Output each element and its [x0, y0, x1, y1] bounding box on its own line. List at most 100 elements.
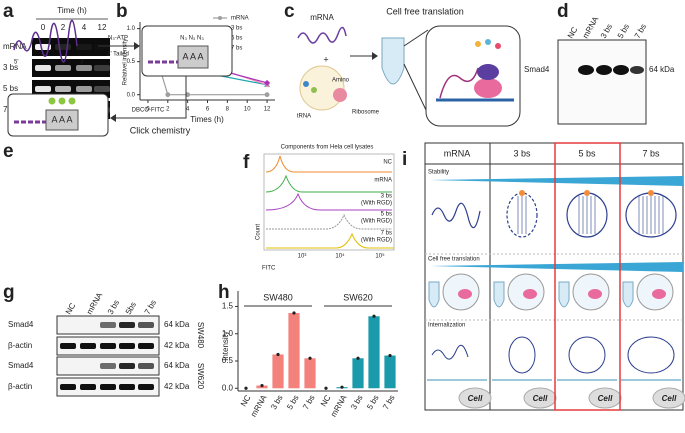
- end-label: 5': [14, 60, 18, 66]
- x-axis-label: FITC: [262, 266, 276, 272]
- ribosome: [652, 289, 666, 299]
- band: [80, 343, 96, 349]
- bar-point: [244, 386, 248, 390]
- protein-label: Smad4: [524, 65, 550, 74]
- band: [94, 86, 110, 92]
- y-tick-label: 0.0: [222, 383, 234, 392]
- marker-label: 64 kDa: [164, 320, 190, 329]
- ribosome: [477, 64, 499, 80]
- marker-label: 42 kDa: [164, 341, 190, 350]
- band: [94, 65, 110, 71]
- bar-point: [292, 311, 296, 315]
- band: [35, 86, 51, 92]
- panel-label: b: [116, 1, 128, 22]
- row-label: 7 bs: [381, 231, 392, 237]
- legend-label: 3 bs: [231, 26, 242, 32]
- row-label: 3 bs: [3, 63, 18, 72]
- band: [613, 65, 629, 75]
- end-label: 3': [80, 60, 84, 66]
- section-label: Stability: [428, 170, 449, 176]
- histogram: [265, 155, 392, 173]
- tail-bases: A A A: [51, 114, 72, 124]
- row-label: β-actin: [8, 341, 32, 350]
- band: [138, 322, 154, 328]
- band: [119, 384, 135, 390]
- band: [76, 44, 92, 50]
- x-tick-label: 10⁵: [375, 253, 385, 260]
- tail: [177, 45, 209, 69]
- y-tick-label: 0.0: [127, 92, 136, 98]
- x-axis-label: Times (h): [190, 115, 224, 124]
- band: [630, 66, 644, 74]
- panel-label: g: [3, 282, 15, 303]
- band: [100, 384, 116, 390]
- band: [119, 343, 135, 349]
- y-tick-label: 1.0: [127, 26, 136, 32]
- tube: [622, 281, 634, 308]
- label: Amino: [332, 78, 350, 84]
- y-tick-label: 0.5: [127, 59, 136, 65]
- bar-point: [356, 356, 360, 360]
- blots: [56, 315, 160, 397]
- amino: [311, 87, 317, 93]
- label: mRNA: [310, 13, 334, 22]
- x-tick-label: 10: [244, 107, 251, 113]
- cell-label: Cell: [468, 394, 483, 403]
- dye: [648, 190, 654, 196]
- fitc: [68, 97, 76, 105]
- ribosome: [333, 88, 347, 102]
- x-tick-label: 8: [226, 107, 230, 113]
- section-label: Cell free translation: [428, 257, 480, 263]
- x-tick-label: mRNA: [249, 393, 269, 418]
- diagram: Cell Cell Cell Cell: [427, 190, 685, 409]
- x-tick-label: 10³: [298, 254, 307, 260]
- row-label: 3 bs: [381, 194, 392, 200]
- highlight: [554, 142, 621, 411]
- cell: [523, 387, 557, 409]
- legend-label: 5 bs: [231, 36, 242, 42]
- lane-label: mRNA: [581, 15, 601, 40]
- tube: [493, 281, 505, 308]
- band: [119, 322, 135, 328]
- bar-point: [324, 386, 328, 390]
- ribosome: [458, 289, 472, 299]
- panel-label: i: [402, 149, 407, 170]
- band: [138, 384, 154, 390]
- panel-label: f: [243, 152, 250, 173]
- y-tick-label: 0.5: [222, 356, 234, 365]
- band: [76, 65, 92, 71]
- mrna-strand: [297, 26, 347, 44]
- y-axis-label: Intensity: [221, 331, 230, 361]
- fitc: [48, 97, 56, 105]
- marker-label: 42 kDa: [164, 382, 190, 391]
- legend-marker: [218, 16, 222, 20]
- arrow-head: [134, 42, 140, 50]
- plot-frame: [263, 153, 395, 251]
- legend-label: 7 bs: [231, 46, 242, 52]
- panel-label: e: [3, 141, 14, 162]
- tube: [381, 37, 405, 85]
- axis-title: Time (h): [57, 6, 87, 15]
- band: [138, 343, 154, 349]
- x-tick-label: 2: [166, 107, 170, 113]
- ribosome: [523, 289, 537, 299]
- label: tRNA: [297, 114, 311, 120]
- cell-label: Cell: [598, 394, 613, 403]
- bar-point: [276, 352, 280, 357]
- bar-point: [308, 356, 312, 360]
- zoom-box: [425, 25, 521, 127]
- lane-label: mRNA: [85, 291, 105, 316]
- x-tick-label: NC: [239, 393, 253, 408]
- lane-label: 4: [82, 23, 87, 32]
- arrow-head: [372, 52, 378, 60]
- x-tick-label: 0: [146, 107, 150, 113]
- bar: [288, 313, 300, 389]
- panel-label: d: [557, 1, 569, 22]
- fitc: [58, 97, 66, 105]
- band: [94, 44, 110, 50]
- bar-point: [372, 314, 376, 318]
- row-label: (With RGD): [361, 238, 392, 244]
- cell: [458, 387, 492, 409]
- bar: [384, 355, 396, 389]
